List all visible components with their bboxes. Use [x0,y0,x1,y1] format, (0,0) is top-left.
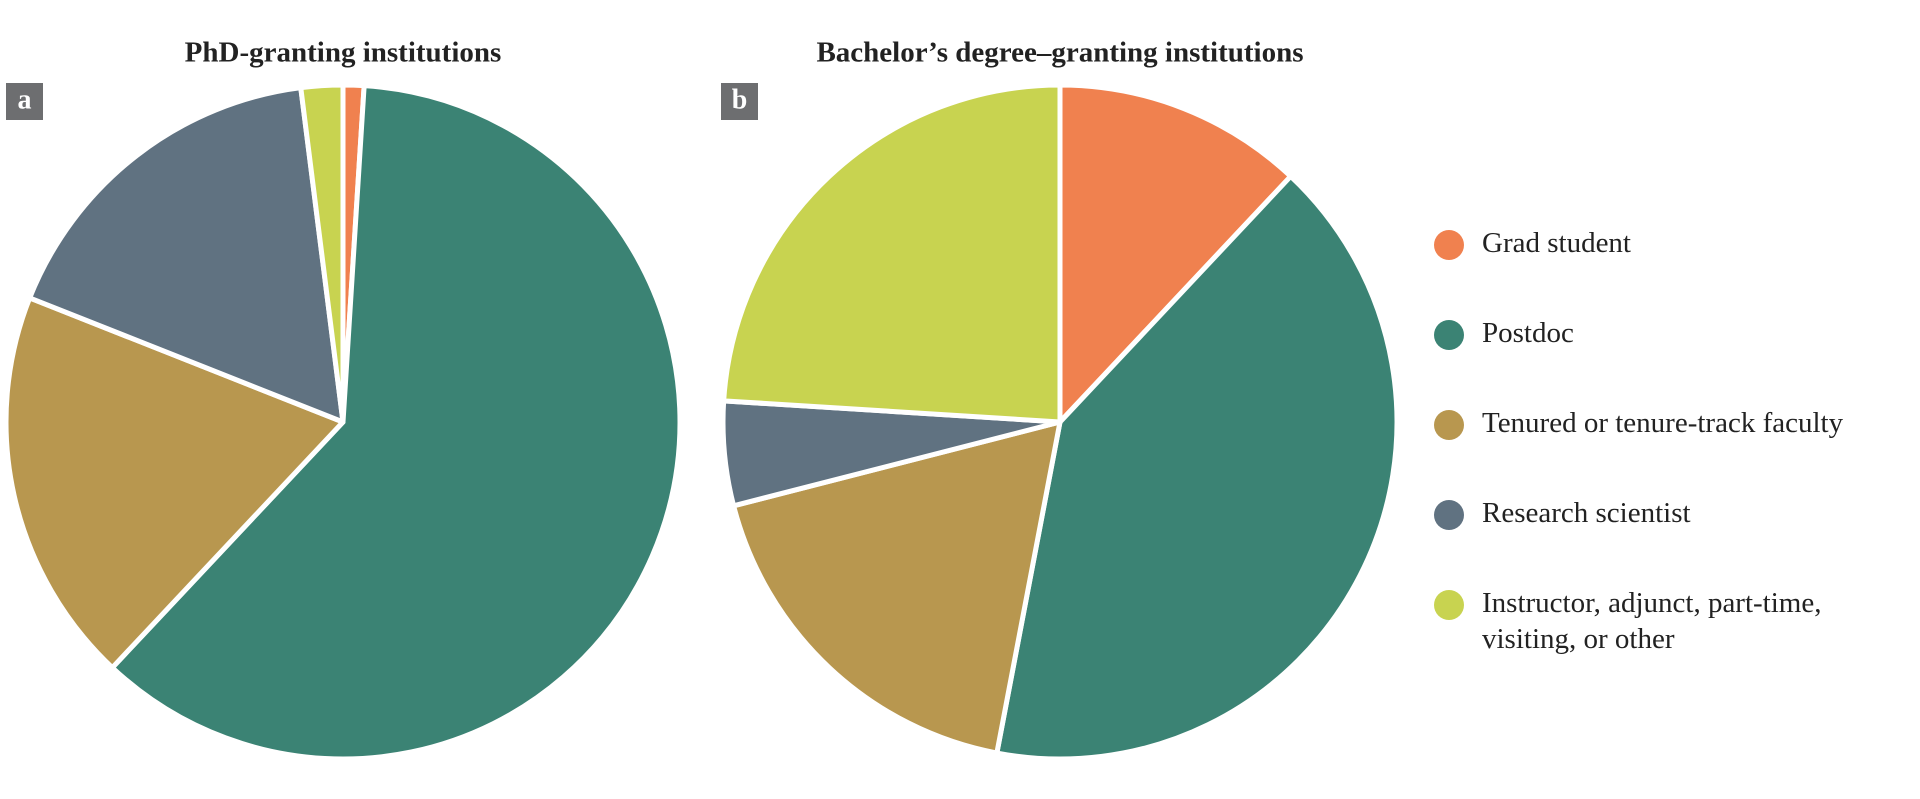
legend: Grad student Postdoc Tenured or tenure-tra… [1434,225,1892,675]
legend-swatch [1434,320,1464,350]
panel-label: a [18,84,32,115]
chart-title: Bachelor’s degree–granting institutions [816,37,1303,69]
pie-slice [731,419,1063,756]
legend-label: Grad student [1482,227,1631,259]
pie-slice [721,82,1063,425]
panel-label-box [6,83,43,120]
legend-item: Postdoc [1434,315,1892,405]
legend-swatch [1434,410,1464,440]
panel-label: b [732,84,748,115]
panel-label-box [721,83,758,120]
chart-title: PhD-granting institutions [185,37,502,69]
pie-slice [994,173,1400,762]
pie-slice [1057,82,1294,425]
legend-item: Instructor, adjunct, part-time, visiting… [1434,585,1892,675]
legend-label: Tenured or tenure-track faculty [1482,407,1844,439]
legend-item: Grad student [1434,225,1892,315]
legend-label: Research scientist [1482,497,1691,529]
legend-label: Instructor, adjunct, part-time, visiting… [1482,587,1822,655]
pie-slice [109,83,683,762]
legend-item: Tenured or tenure-track faculty [1434,405,1892,495]
pie-slice [298,82,346,425]
legend-swatch [1434,590,1464,620]
legend-item: Research scientist [1434,495,1892,585]
legend-label: Postdoc [1482,317,1574,349]
pie-slice [27,85,346,425]
legend-swatch [1434,500,1464,530]
legend-swatch [1434,230,1464,260]
